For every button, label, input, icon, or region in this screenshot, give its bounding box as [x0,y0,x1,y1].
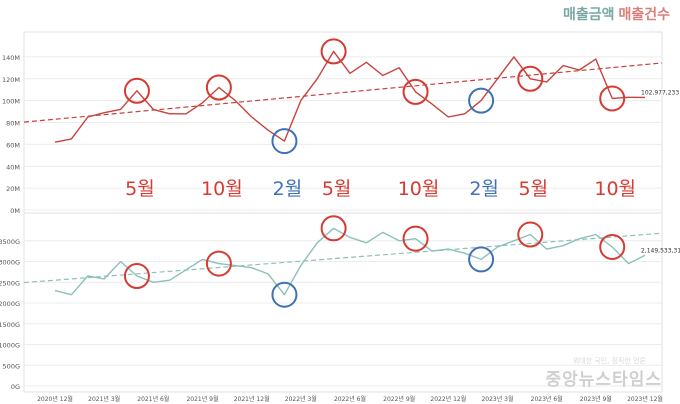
highlight-circle [205,74,232,101]
x-tick-label: 2020년 12월 [37,395,73,403]
series-line [54,227,646,296]
watermark-logo: 중앙뉴스타임스 [545,370,662,390]
month-labels: 5월 10월 2월 5월 10월 2월 5월 10월 [125,178,636,200]
x-tick-label: 2023년 12월 [627,395,663,403]
y-tick-label: 0M [10,207,20,215]
chart-legend: 매출금액 매출건수 [563,4,670,24]
y-tick-label: 40M [6,163,20,171]
y-tick-label: 140M [2,54,20,62]
highlight-circle [271,281,298,308]
highlight-circle [599,85,626,112]
watermark-slogan: 위대한 국민, 정직한 언론 [572,357,646,365]
y-tick-label: 100M [2,98,20,106]
y-tick-label: 2000G [0,300,20,308]
y-tick-label: 3000G [0,259,20,267]
data-label: 2,149,533,316,122 [641,247,680,254]
y-tick-label: 500G [3,362,20,370]
trendline [23,62,663,123]
y-tick-label: 60M [6,141,20,149]
x-tick-label: 2021년 6월 [137,395,169,403]
x-tick-label: 2022년 6월 [334,395,366,403]
legend-amount: 매출금액 [562,7,615,23]
x-tick-label: 2022년 9월 [383,395,415,403]
x-tick-label: 2023년 9월 [580,395,612,403]
y-tick-label: 20M [6,185,20,193]
highlight-circle [468,87,495,114]
highlight-circle [599,233,626,260]
y-tick-label: 3500G [0,238,20,246]
y-tick-label: 1000G [0,342,20,350]
x-tick-label: 2021년 12월 [234,395,270,403]
month-label: 2월 [273,178,303,200]
highlight-circle [320,38,347,65]
x-tick-label: 2023년 6월 [531,395,563,403]
y-tick-label: 0G [11,383,20,391]
month-label: 10월 [201,178,243,200]
x-tick-label: 2021년 3월 [88,395,120,403]
data-label: 102,977,233 [641,89,679,96]
highlight-circle [123,263,150,290]
month-label: 10월 [398,178,440,200]
highlight-circle [205,250,232,277]
series-line [54,50,646,143]
month-label: 5월 [518,178,548,200]
x-tick-label: 2023년 3월 [481,395,513,403]
month-label: 5월 [125,178,155,200]
y-tick-label: 80M [6,120,20,128]
highlight-circle [402,78,429,105]
y-tick-label: 2500G [0,279,20,287]
highlight-circle [517,65,544,92]
highlight-circle [402,225,429,252]
amount-chart-panel: 0G 500G 1000G 1500G 2000G 2500G 3000G 3500G 2,14… [0,212,680,403]
month-label: 2월 [469,178,499,200]
highlight-circle [271,128,298,155]
month-label: 10월 [594,178,636,200]
legend-count: 매출건수 [618,7,670,23]
month-label: 5월 [322,178,352,200]
y-tick-label: 1500G [0,321,20,329]
x-tick-label: 2022년 12월 [430,395,466,403]
highlight-circle [123,77,150,104]
highlight-circle [468,246,495,273]
highlight-circle [517,221,544,248]
count-chart-panel: 0M 20M 40M 60M 80M 100M 120M 140M 102,977,233 [2,31,679,215]
x-tick-label: 2022년 3월 [285,395,317,403]
highlight-circle [320,215,347,242]
trendline [23,232,663,284]
x-tick-label: 2021년 9월 [186,395,218,403]
y-tick-label: 120M [2,76,20,84]
